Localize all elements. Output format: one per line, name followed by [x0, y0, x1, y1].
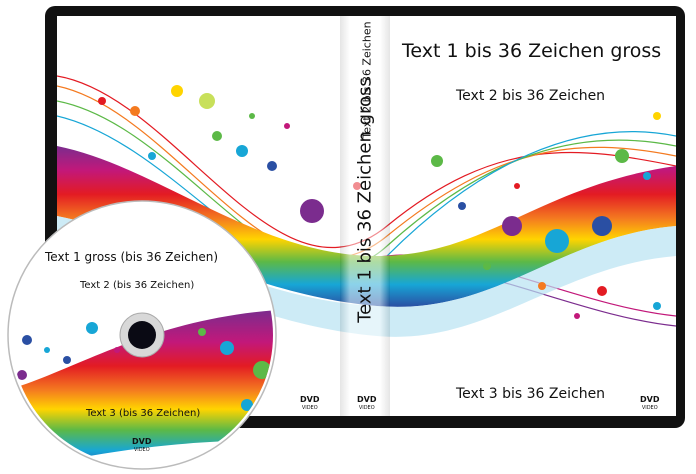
cover-footer: Text 3 bis 36 Zeichen	[456, 386, 606, 402]
dvd-logo-subtext: VIDEO	[641, 405, 658, 411]
dvd-logo-text: DVD	[640, 395, 660, 404]
dvd-logo-text: DVD	[132, 437, 152, 446]
dvd-logo-front: DVD VIDEO	[640, 396, 659, 412]
dvd-logo-text: DVD	[300, 395, 320, 404]
dvd-logo-subtext: VIDEO	[301, 405, 318, 411]
dvd-logo-disc: DVD VIDEO	[132, 438, 151, 454]
cover-title: Text 1 bis 36 Zeichen gross	[402, 40, 662, 62]
dvd-logo-back: DVD VIDEO	[300, 396, 319, 412]
disc-subtitle: Text 2 (bis 36 Zeichen)	[80, 280, 195, 291]
cover-subtitle: Text 2 bis 36 Zeichen	[456, 88, 606, 104]
dvd-logo-subtext: VIDEO	[133, 447, 150, 453]
disc-title: Text 1 gross (bis 36 Zeichen)	[45, 250, 219, 264]
dvd-logo-spine: DVD VIDEO	[357, 396, 376, 412]
dvd-disc	[7, 200, 277, 470]
disc-footer: Text 3 (bis 36 Zeichen)	[86, 408, 201, 419]
spine-subtitle: Text 2 bis 36 Zeichen	[360, 21, 374, 139]
dvd-logo-subtext: VIDEO	[358, 405, 375, 411]
spine-highlight	[340, 16, 390, 416]
dvd-logo-text: DVD	[357, 395, 377, 404]
